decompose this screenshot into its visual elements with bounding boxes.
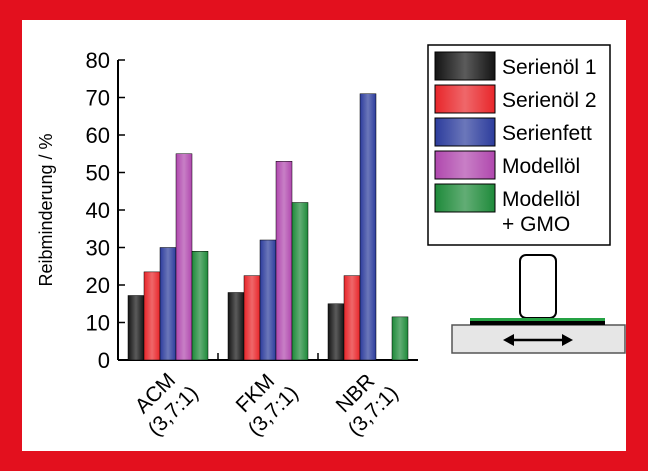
y-tick-label: 80 <box>86 48 110 73</box>
bar <box>360 94 376 360</box>
y-tick-label: 70 <box>86 86 110 111</box>
y-tick-label: 20 <box>86 273 110 298</box>
bar <box>160 248 176 361</box>
legend-swatch <box>435 118 495 146</box>
legend-swatch <box>435 151 495 179</box>
lubricant <box>470 318 605 321</box>
bar <box>228 293 244 361</box>
bar <box>344 276 360 360</box>
bar <box>276 161 292 360</box>
bar <box>144 272 160 360</box>
bar <box>392 317 408 360</box>
y-tick-label: 60 <box>86 123 110 148</box>
bar <box>292 203 308 361</box>
legend-swatch <box>435 52 495 80</box>
y-tick-label: 0 <box>98 348 110 373</box>
sample-block <box>520 255 556 318</box>
legend-label: Serienfett <box>502 122 592 145</box>
y-axis-label: Reibminderung / % <box>36 133 56 286</box>
legend-label: Serienöl 2 <box>502 89 597 112</box>
bar <box>176 154 192 360</box>
bar <box>244 276 260 360</box>
y-tick-label: 30 <box>86 236 110 261</box>
chart: Reibminderung / % 01020304050607080ACM(3… <box>0 0 648 471</box>
legend-swatch <box>435 85 495 113</box>
legend-label: Modellöl <box>502 155 580 178</box>
bar <box>260 240 276 360</box>
legend-label: Serienöl 1 <box>502 56 597 79</box>
bar <box>128 296 144 361</box>
y-tick-label: 10 <box>86 311 110 336</box>
bar <box>328 304 344 360</box>
y-tick-label: 40 <box>86 198 110 223</box>
bar <box>192 251 208 360</box>
legend-swatch <box>435 184 495 212</box>
y-tick-label: 50 <box>86 161 110 186</box>
